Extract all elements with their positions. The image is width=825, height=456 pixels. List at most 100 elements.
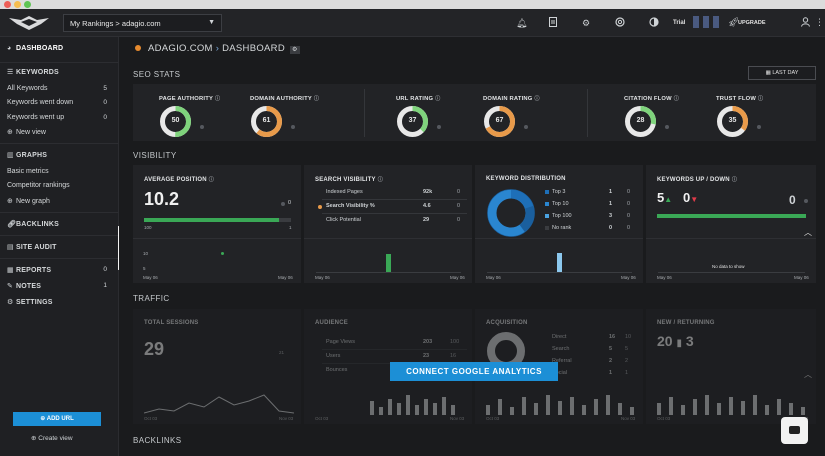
- seo-metric-label: CITATION FLOW ⓘ: [624, 96, 679, 102]
- keyword-distribution-row-label: Top 3: [552, 189, 566, 195]
- range-max-label: 1: [289, 225, 292, 230]
- legend-swatch: [545, 190, 549, 194]
- change-indicator-dot: [665, 125, 669, 129]
- sidebar-item-label: New graph: [16, 198, 50, 205]
- date-range-button[interactable]: ▦ LAST DAY: [748, 66, 816, 80]
- gauge-value: 37: [408, 117, 417, 124]
- keyword-distribution-row-value: 0: [609, 225, 613, 231]
- info-icon[interactable]: ⓘ: [435, 96, 441, 102]
- info-icon[interactable]: ⓘ: [673, 96, 679, 102]
- chart-bar: [557, 253, 562, 272]
- close-window-button[interactable]: [4, 1, 11, 8]
- acquisition-row-change: 2: [625, 358, 629, 364]
- help-lifebuoy-icon[interactable]: [615, 17, 625, 27]
- sidebar-item-label: Keywords went down: [7, 99, 74, 106]
- donut-slice-top-3: [510, 189, 534, 209]
- sidebar-item-all-keywords[interactable]: All Keywords: [7, 85, 47, 92]
- info-icon[interactable]: ⓘ: [377, 177, 383, 183]
- sidebar-item-graphs[interactable]: ▥ GRAPHS: [7, 151, 47, 159]
- document-icon[interactable]: [549, 17, 557, 27]
- sidebar-item-new-view[interactable]: ⊕ New view: [7, 128, 46, 136]
- sidebar-item-keywords[interactable]: ☰ KEYWORDS: [7, 68, 59, 76]
- gauge-fill-arc: [717, 106, 748, 137]
- sidebar-item-dashboard[interactable]: ◕ DASHBOARD: [7, 45, 63, 52]
- collapse-chevron-up-icon[interactable]: ︿: [804, 370, 812, 379]
- info-icon[interactable]: ⓘ: [208, 177, 214, 183]
- search-visibility-row-label: Indexed Pages: [326, 189, 363, 195]
- theme-contrast-icon[interactable]: [649, 17, 659, 27]
- keyword-distribution-row-change: 0: [627, 213, 631, 219]
- search-visibility-row-value: 4.6: [423, 203, 431, 209]
- sidebar-item-competitor-rankings[interactable]: Competitor rankings: [7, 182, 70, 189]
- more-vertical-icon[interactable]: ⋮: [815, 17, 824, 27]
- arrow-down-icon: ▼: [690, 195, 699, 204]
- sidebar-item-new-graph[interactable]: ⊕ New graph: [7, 197, 50, 205]
- app-logo-icon[interactable]: [7, 14, 51, 32]
- gear-icon: ⚙: [7, 299, 14, 306]
- main-content: ADAGIO.COM › DASHBOARD ⚙ SEO STATS ▦ LAS…: [119, 37, 825, 456]
- info-icon[interactable]: ⓘ: [313, 96, 320, 102]
- all-keywords-count: 5: [103, 85, 107, 92]
- chart-date-start: Oct 03: [144, 416, 158, 421]
- chat-support-button[interactable]: [781, 417, 808, 444]
- chart-bar: [386, 254, 391, 272]
- chart-date-end: Nov 03: [279, 416, 294, 421]
- sidebar-item-keywords-went-down[interactable]: Keywords went down: [7, 99, 73, 106]
- sidebar-item-reports[interactable]: ▦ REPORTS: [7, 266, 51, 274]
- gauge-value: 28: [636, 117, 645, 124]
- search-visibility-row-change: 0: [457, 203, 461, 209]
- breadcrumb-site[interactable]: ADAGIO.COM: [148, 43, 213, 54]
- chart-date-end: Nov 03: [621, 416, 636, 421]
- acquisition-title: ACQUISITION: [486, 320, 528, 326]
- total-sessions-value: 29: [144, 339, 165, 359]
- notifications-bell-icon[interactable]: 🔔︎: [516, 18, 528, 28]
- collapse-chevron-up-icon[interactable]: ︿: [804, 228, 812, 237]
- link-icon: 🔗︎: [7, 221, 17, 228]
- chart-date-start: May 06: [143, 275, 158, 280]
- create-view-link[interactable]: ⊕ Create view: [31, 434, 73, 442]
- sidebar-item-keywords-went-up[interactable]: Keywords went up: [7, 114, 64, 121]
- keywords-went-down-count: 0: [103, 99, 107, 106]
- sidebar-item-label: GRAPHS: [16, 152, 48, 159]
- info-icon[interactable]: ⓘ: [731, 177, 738, 183]
- keywords-up-down-card: KEYWORDS UP / DOWN ⓘ 5▲ 0▼ 0 ︿ No data to…: [646, 165, 816, 283]
- list-icon: ☰: [7, 69, 14, 76]
- maximize-window-button[interactable]: [24, 1, 31, 8]
- user-account-icon[interactable]: [801, 17, 810, 27]
- keywords-up-down-bar: [657, 214, 806, 218]
- sidebar-item-settings[interactable]: ⚙ SETTINGS: [7, 298, 53, 306]
- seo-metric-gauge: 67: [483, 105, 516, 138]
- sidebar-item-label: Basic metrics: [7, 168, 49, 175]
- traffic-title: TRAFFIC: [133, 294, 170, 303]
- new-returning-bar-chart: [657, 395, 805, 415]
- bar-chart-icon: ▥: [7, 152, 14, 159]
- sidebar-item-notes[interactable]: ✎ NOTES: [7, 282, 41, 290]
- gear-icon[interactable]: ⚙: [582, 18, 591, 28]
- seo-stats-divider: [587, 89, 588, 137]
- upgrade-link[interactable]: UPGRADE: [738, 20, 766, 26]
- project-selector[interactable]: My Rankings > adagio.com ▼: [63, 14, 222, 32]
- search-visibility-row-label: Click Potential: [326, 217, 361, 223]
- sidebar-item-label: SETTINGS: [16, 299, 53, 306]
- settings-small-icon[interactable]: ⚙: [289, 46, 300, 54]
- seo-metric-label: PAGE AUTHORITY ⓘ: [159, 96, 221, 102]
- total-sessions-line-chart: [144, 394, 294, 414]
- new-returning-title: NEW / RETURNING: [657, 320, 715, 326]
- axis-label-10: 10: [143, 251, 149, 256]
- minimize-window-button[interactable]: [14, 1, 21, 8]
- seo-metric-label: TRUST FLOW ⓘ: [716, 96, 764, 102]
- sidebar-item-site-audit[interactable]: ▤ SITE AUDIT: [7, 243, 57, 251]
- keyword-distribution-row-value: 3: [609, 213, 613, 219]
- keyword-distribution-row-change: 0: [627, 225, 631, 231]
- info-icon[interactable]: ⓘ: [758, 96, 764, 102]
- row-divider: [322, 199, 467, 200]
- info-icon[interactable]: ⓘ: [534, 96, 540, 102]
- chart-date-start: Oct 03: [657, 416, 671, 421]
- upgrade-rocket-icon[interactable]: 🚀︎: [728, 17, 740, 27]
- sidebar-item-basic-metrics[interactable]: Basic metrics: [7, 168, 49, 175]
- info-icon[interactable]: ⓘ: [215, 96, 221, 102]
- add-url-button[interactable]: ⊕ ADD URL: [13, 412, 101, 426]
- acquisition-row-value: 2: [609, 358, 613, 364]
- sidebar-item-backlinks[interactable]: 🔗︎BACKLINKS: [7, 220, 59, 228]
- connect-google-analytics-button[interactable]: CONNECT GOOGLE ANALYTICS: [390, 362, 558, 381]
